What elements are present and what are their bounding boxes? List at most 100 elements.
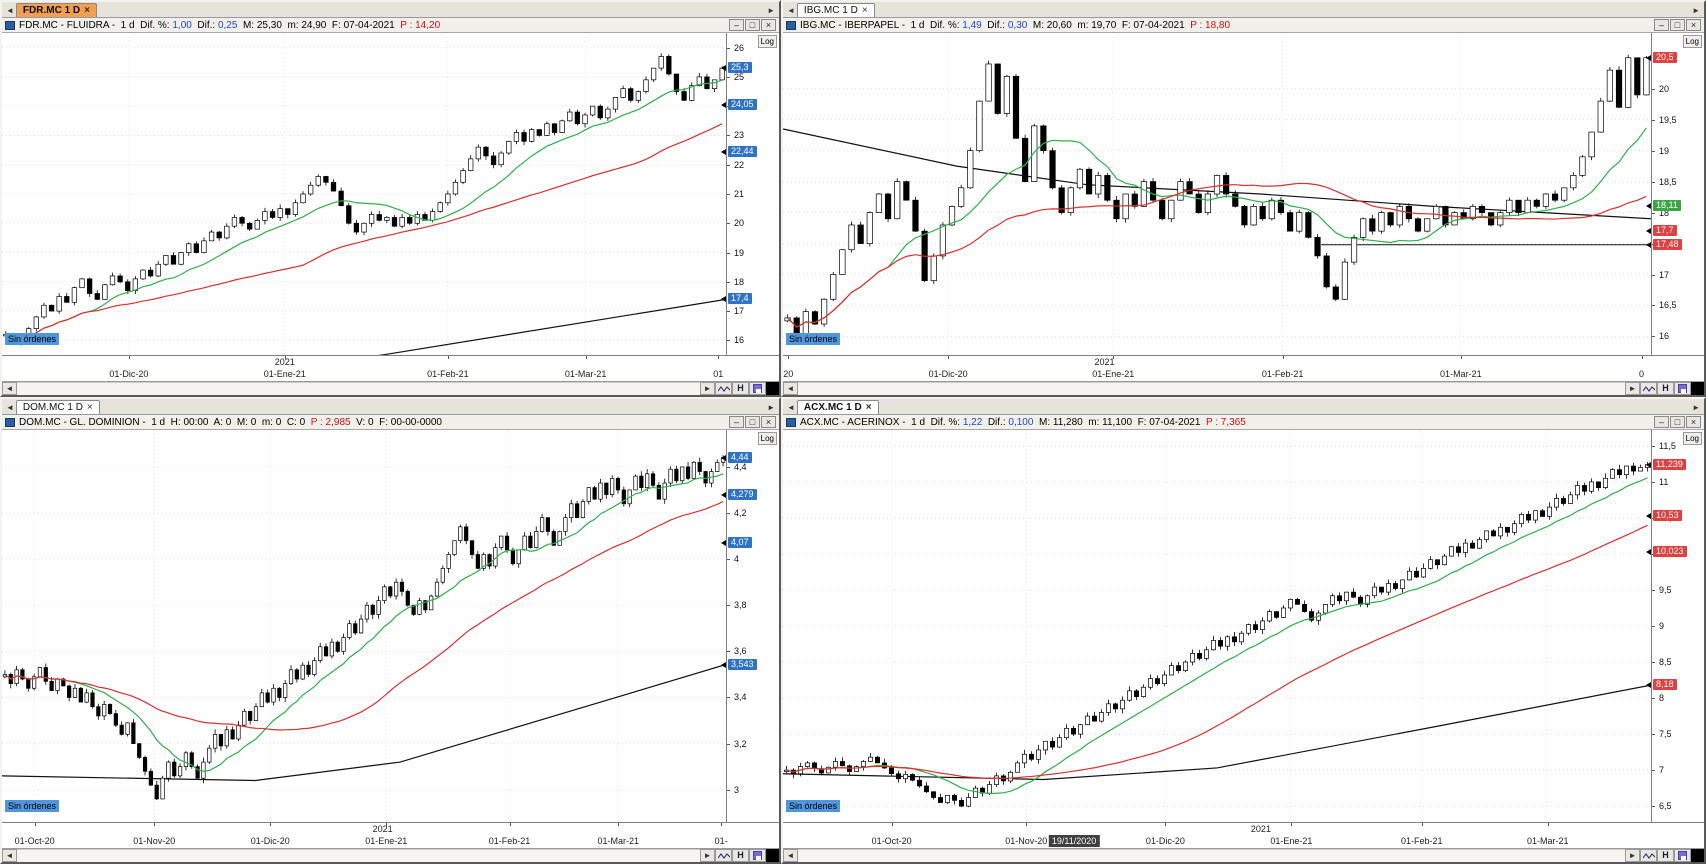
scroll-left-button[interactable]: ◄: [2, 382, 17, 395]
date-tick-mark: [284, 356, 286, 359]
tab-ibg[interactable]: IBG.MC 1 D ×: [796, 3, 875, 17]
window-titlebar[interactable]: DOM.MC - GL. DOMINION - 1 d H: 00:00 A: …: [2, 415, 779, 430]
date-tick-mark: [891, 823, 893, 826]
price-axis[interactable]: Log 4,4 4,2 4 3,8 3,6 3,4 3,2 3 4,44 4,279 4,07 3,5…: [727, 430, 779, 822]
price-axis[interactable]: Log 262524232221201918171625,324,0522,44…: [727, 33, 779, 355]
log-scale-button[interactable]: Log: [757, 432, 777, 445]
indicator-wave-icon[interactable]: [715, 849, 732, 862]
tab-close-icon[interactable]: ×: [86, 401, 93, 413]
close-button[interactable]: ×: [1686, 416, 1701, 428]
tab-scroll-left-icon[interactable]: ◄: [787, 403, 795, 412]
minimize-button[interactable]: –: [1654, 416, 1669, 428]
indicator-wave-icon[interactable]: [1640, 382, 1657, 395]
close-button[interactable]: ×: [761, 416, 776, 428]
close-button[interactable]: ×: [1686, 19, 1701, 31]
price-tick-mark: [727, 281, 730, 283]
scroll-right-button[interactable]: ►: [1625, 382, 1640, 395]
save-icon[interactable]: [1674, 849, 1691, 862]
chart-plot[interactable]: Sin órdenes: [783, 33, 1652, 355]
price-badge: 22,44: [728, 145, 757, 157]
price-tick-mark: [727, 559, 730, 561]
time-axis[interactable]: 2021 20 01-Dic-20 01-Ene-21 01-Feb-21 01-Mar-…: [783, 355, 1704, 381]
horizontal-tool-button[interactable]: H: [732, 849, 749, 862]
price-tick-mark: [727, 76, 730, 78]
tab-close-icon[interactable]: ×: [861, 4, 868, 16]
tab-scroll-right-icon[interactable]: ►: [767, 6, 775, 15]
log-scale-button[interactable]: Log: [1682, 35, 1702, 48]
chart-plot[interactable]: Sin órdenes: [2, 430, 727, 822]
scrollbar-track[interactable]: [798, 849, 1625, 862]
save-icon[interactable]: [749, 382, 766, 395]
price-axis[interactable]: Log 11,51110,5109,598,587,576,511,23910,…: [1652, 430, 1704, 822]
price-tick-label: 16: [1659, 331, 1670, 342]
price-tick-label: 8: [1659, 693, 1665, 704]
save-icon[interactable]: [1674, 382, 1691, 395]
minimize-button[interactable]: –: [729, 416, 744, 428]
window-resize-corner: [1691, 382, 1704, 395]
tab-scroll-right-icon[interactable]: ►: [1692, 403, 1700, 412]
scroll-right-button[interactable]: ►: [700, 849, 715, 862]
tab-acx[interactable]: ACX.MC 1 D ×: [796, 400, 879, 414]
maximize-button[interactable]: □: [745, 19, 760, 31]
window-titlebar[interactable]: FDR.MC - FLUIDRA - 1 d Dif. %: 1,00 Dif.…: [2, 18, 779, 33]
scrollbar-track[interactable]: [17, 849, 700, 862]
date-tick-label: 01-Nov-20: [133, 836, 176, 846]
chart-plot[interactable]: Sin órdenes: [783, 430, 1652, 822]
time-axis[interactable]: 2021 01-Oct-20 01-Nov-20 01-Dic-20 01-Ene-21…: [783, 822, 1704, 848]
scroll-left-button[interactable]: ◄: [2, 849, 17, 862]
tab-scroll-right-icon[interactable]: ►: [767, 403, 775, 412]
price-axis[interactable]: Log 2019,51918,51817,51716,51620,518,111…: [1652, 33, 1704, 355]
price-pointer-icon: [1646, 202, 1651, 209]
log-scale-button[interactable]: Log: [757, 35, 777, 48]
tab-scroll-left-icon[interactable]: ◄: [6, 403, 14, 412]
price-tick-label: 18,5: [1659, 176, 1677, 187]
tab-dom[interactable]: DOM.MC 1 D ×: [15, 400, 100, 414]
price-pointer-icon: [721, 491, 726, 498]
price-badge: 17,7: [1653, 225, 1677, 237]
tab-scroll-right-icon[interactable]: ►: [1692, 6, 1700, 15]
price-tick-label: 19: [734, 247, 745, 258]
horizontal-tool-button[interactable]: H: [1657, 849, 1674, 862]
minimize-button[interactable]: –: [729, 19, 744, 31]
scroll-left-button[interactable]: ◄: [783, 382, 798, 395]
floppy-icon: [753, 384, 762, 393]
price-tick-mark: [727, 789, 730, 791]
date-tick-mark: [386, 823, 388, 826]
scrollbar-track[interactable]: [17, 382, 700, 395]
tab-scroll-left-icon[interactable]: ◄: [787, 6, 795, 15]
chart-plot[interactable]: Sin órdenes: [2, 33, 727, 355]
chart-area: Sin órdenes Log 11,51110,5109,598,587,57…: [783, 430, 1704, 822]
tab-fdr[interactable]: FDR.MC 1 D ×: [15, 3, 97, 17]
horizontal-tool-button[interactable]: H: [732, 382, 749, 395]
window-titlebar[interactable]: IBG.MC - IBERPAPEL - 1 d Dif. %: 1,49 Di…: [783, 18, 1704, 33]
window-titlebar[interactable]: ACX.MC - ACERINOX - 1 d Dif. %: 1,22 Dif…: [783, 415, 1704, 430]
price-tick-label: 22: [734, 159, 745, 170]
scroll-right-button[interactable]: ►: [1625, 849, 1640, 862]
price-tick-label: 4,2: [734, 508, 747, 518]
indicator-wave-icon[interactable]: [715, 382, 732, 395]
save-icon[interactable]: [749, 849, 766, 862]
price-badge: 20,5: [1653, 51, 1677, 63]
log-scale-button[interactable]: Log: [1682, 432, 1702, 445]
maximize-button[interactable]: □: [1670, 19, 1685, 31]
maximize-button[interactable]: □: [745, 416, 760, 428]
scroll-left-button[interactable]: ◄: [783, 849, 798, 862]
time-axis[interactable]: 2021 01-Dic-20 01-Ene-21 01-Feb-21 01-Mar-21…: [2, 355, 779, 381]
price-tick-mark: [727, 697, 730, 699]
close-button[interactable]: ×: [761, 19, 776, 31]
price-tick-label: 21: [734, 189, 745, 199]
indicator-wave-icon[interactable]: [1640, 849, 1657, 862]
minimize-button[interactable]: –: [1654, 19, 1669, 31]
maximize-button[interactable]: □: [1670, 416, 1685, 428]
scrollbar-track[interactable]: [798, 382, 1625, 395]
tab-close-icon[interactable]: ×: [865, 401, 872, 413]
scroll-right-button[interactable]: ►: [700, 382, 715, 395]
tab-close-icon[interactable]: ×: [84, 4, 90, 16]
price-pointer-icon: [721, 65, 726, 72]
time-axis[interactable]: 2021 01-Oct-20 01-Nov-20 01-Dic-20 01-Ene-21…: [2, 822, 779, 848]
date-tick-mark: [1641, 356, 1643, 359]
price-tick-label: 3,8: [734, 600, 747, 611]
price-tick-label: 9,5: [1659, 584, 1672, 595]
tab-scroll-left-icon[interactable]: ◄: [6, 6, 14, 15]
horizontal-tool-button[interactable]: H: [1657, 382, 1674, 395]
